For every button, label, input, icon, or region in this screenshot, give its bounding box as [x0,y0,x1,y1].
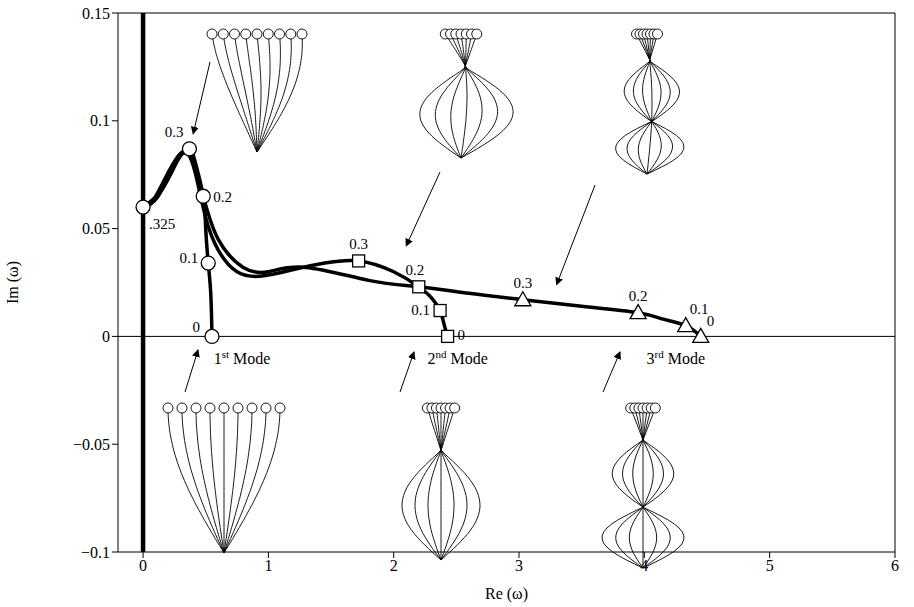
svg-text:4: 4 [640,557,648,574]
svg-text:6: 6 [891,557,899,574]
svg-text:0.2: 0.2 [629,288,648,304]
svg-text:0.1: 0.1 [411,302,430,318]
svg-text:1st Mode: 1st Mode [214,348,271,367]
svg-text:−0.1: −0.1 [81,544,110,561]
svg-text:0.2: 0.2 [405,262,424,278]
svg-text:0.3: 0.3 [513,275,532,291]
svg-text:0.2: 0.2 [213,189,232,205]
svg-text:3rd Mode: 3rd Mode [647,348,706,367]
svg-text:2nd Mode: 2nd Mode [427,348,487,367]
svg-text:−0.05: −0.05 [73,436,110,453]
svg-text:0.15: 0.15 [82,5,110,22]
svg-text:0.1: 0.1 [690,301,709,317]
svg-text:0: 0 [458,327,466,343]
svg-text:0.3: 0.3 [165,124,184,140]
svg-text:2: 2 [390,557,398,574]
svg-text:Im (ω): Im (ω) [4,261,22,304]
svg-text:5: 5 [766,557,774,574]
svg-text:.325: .325 [149,216,175,232]
svg-text:0: 0 [706,313,715,330]
svg-text:0.1: 0.1 [179,250,198,266]
svg-text:Re (ω): Re (ω) [485,585,528,603]
svg-text:0.05: 0.05 [82,220,110,237]
svg-text:0.3: 0.3 [349,236,368,252]
svg-text:0: 0 [139,557,147,574]
svg-text:3: 3 [515,557,523,574]
svg-text:1: 1 [264,557,272,574]
svg-text:0: 0 [192,319,200,335]
svg-text:0: 0 [102,328,110,345]
svg-text:0.1: 0.1 [90,112,110,129]
